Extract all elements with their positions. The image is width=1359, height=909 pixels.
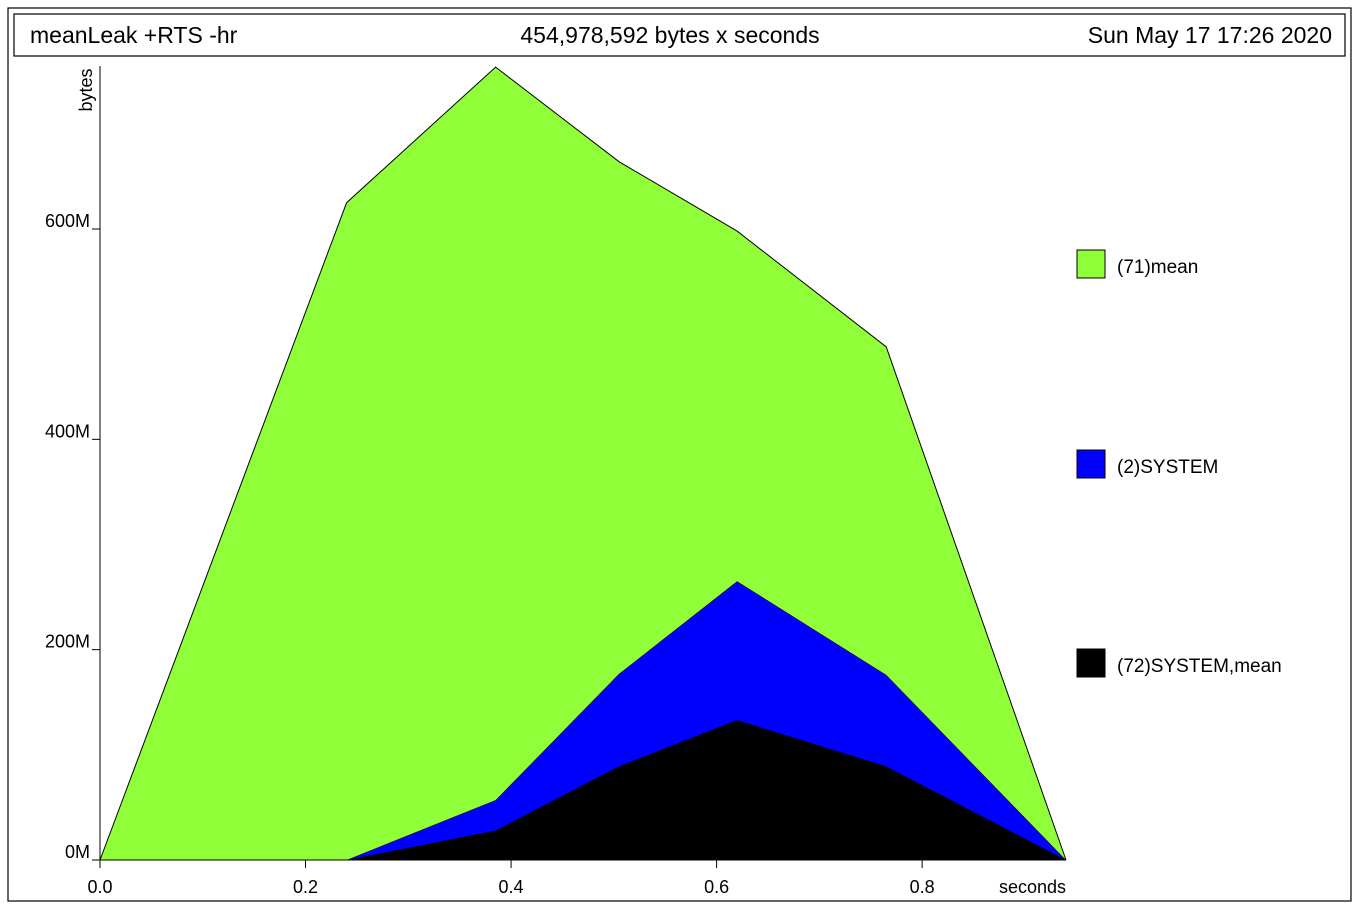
y-axis-label: bytes <box>76 68 96 111</box>
legend-swatch-72-system-mean <box>1076 648 1106 678</box>
x-tick-label: 0.0 <box>87 877 112 897</box>
header-total: 454,978,592 bytes x seconds <box>520 22 819 48</box>
legend-swatch-2-system <box>1076 449 1106 479</box>
x-tick-label: 0.2 <box>293 877 318 897</box>
header-program: meanLeak +RTS -hr <box>30 22 238 48</box>
header-box <box>13 13 1346 57</box>
area-72-system-mean <box>100 720 1066 860</box>
y-tick-label: 200M <box>45 632 90 652</box>
legend-swatch-71-mean <box>1076 249 1106 279</box>
y-tick-label: 0M <box>65 842 90 862</box>
area-2-system <box>100 581 1066 860</box>
x-tick-label: 0.4 <box>499 877 524 897</box>
legend-label-72-system-mean: (72)SYSTEM,mean <box>1117 656 1282 677</box>
legend: (71)mean (2)SYSTEM (72)SYSTEM,mean <box>1076 249 1282 678</box>
legend-label-2-system: (2)SYSTEM <box>1117 457 1218 478</box>
x-tick-label: 0.8 <box>910 877 935 897</box>
x-axis-label: seconds <box>999 877 1066 897</box>
x-tick-label: 0.6 <box>704 877 729 897</box>
area-71-mean <box>100 67 1066 861</box>
y-tick-label: 600M <box>45 211 90 231</box>
plot-area: 0.0 0.2 0.4 0.6 0.8 0M 200M 400M 600M <box>45 66 1067 897</box>
area-edge-71-mean <box>99 66 1067 861</box>
legend-label-71-mean: (71)mean <box>1117 257 1198 278</box>
header-date: Sun May 17 17:26 2020 <box>1088 22 1332 48</box>
outer-border <box>7 7 1352 902</box>
y-tick-label: 400M <box>45 421 90 441</box>
